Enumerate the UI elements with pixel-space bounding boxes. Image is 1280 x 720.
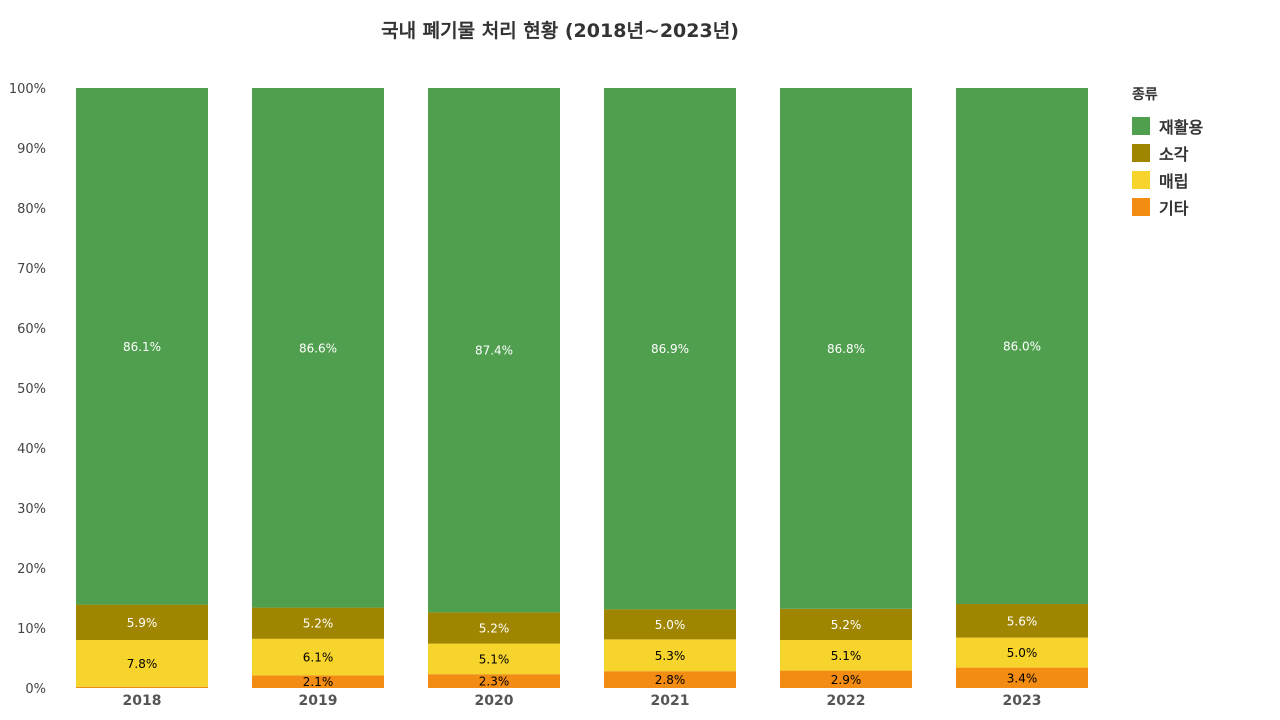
x-tick-label: 2019 bbox=[299, 693, 338, 709]
bar-segment-2020-소각 bbox=[428, 612, 560, 644]
data-label: 5.1% bbox=[831, 649, 862, 663]
y-tick-label: 100% bbox=[9, 82, 46, 97]
data-label: 86.6% bbox=[299, 341, 337, 355]
y-tick-label: 60% bbox=[17, 322, 46, 337]
y-tick-label: 10% bbox=[17, 622, 46, 637]
bar-segment-2021-재활용 bbox=[604, 88, 736, 610]
data-label: 86.1% bbox=[123, 340, 161, 354]
data-label: 86.9% bbox=[651, 342, 689, 356]
bar-segment-2022-소각 bbox=[780, 608, 912, 640]
data-label: 5.2% bbox=[831, 618, 862, 632]
data-label: 2.3% bbox=[479, 675, 510, 689]
legend-item: 소각 bbox=[1132, 139, 1203, 166]
bar-segment-2021-기타 bbox=[604, 671, 736, 688]
bar-segment-2021-매립 bbox=[604, 639, 736, 672]
y-tick-label: 70% bbox=[17, 262, 46, 277]
data-label: 5.3% bbox=[655, 649, 686, 663]
bar-segment-2020-기타 bbox=[428, 674, 560, 688]
data-label: 5.6% bbox=[1007, 614, 1038, 628]
data-label: 86.0% bbox=[1003, 340, 1041, 354]
bar-segment-2022-재활용 bbox=[780, 88, 912, 609]
y-tick-label: 80% bbox=[17, 202, 46, 217]
x-tick-label: 2021 bbox=[651, 693, 690, 709]
data-label: 5.0% bbox=[1007, 646, 1038, 660]
x-axis: 2018 2019 2020 2021 2022 2023 bbox=[123, 693, 1042, 709]
legend-swatch bbox=[1132, 197, 1150, 216]
data-label: 86.8% bbox=[827, 342, 865, 356]
legend-item: 기타 bbox=[1132, 193, 1203, 220]
data-label: 87.4% bbox=[475, 344, 513, 358]
bar-segment-2019-매립 bbox=[252, 638, 384, 676]
legend-label: 재활용 bbox=[1159, 117, 1204, 137]
bar-segment-2019-기타 bbox=[252, 675, 384, 688]
bar-segment-2023-매립 bbox=[956, 637, 1088, 668]
y-tick-label: 90% bbox=[17, 142, 46, 157]
y-axis: 0% 10% 20% 30% 40% 50% 60% 70% 80% 90% 100% bbox=[9, 82, 46, 697]
bar-segment-2018-재활용 bbox=[76, 88, 208, 605]
data-label: 5.0% bbox=[655, 618, 686, 632]
bar-segment-2021-소각 bbox=[604, 609, 736, 640]
legend-item: 재활용 bbox=[1132, 112, 1203, 139]
legend-swatch bbox=[1132, 116, 1150, 135]
data-label: 7.8% bbox=[127, 657, 158, 671]
chart-title: 국내 폐기물 처리 현황 (2018년~2023년) bbox=[381, 20, 739, 42]
data-label: 5.9% bbox=[127, 616, 158, 630]
bar-segment-2018-매립 bbox=[76, 640, 208, 687]
data-label: 5.1% bbox=[479, 652, 510, 666]
y-tick-label: 50% bbox=[17, 382, 46, 397]
legend-swatch bbox=[1132, 170, 1150, 189]
bar-segment-2020-매립 bbox=[428, 643, 560, 675]
x-tick-label: 2018 bbox=[123, 693, 162, 709]
legend-label: 소각 bbox=[1159, 144, 1189, 164]
y-tick-label: 40% bbox=[17, 442, 46, 457]
bar-segment-2023-재활용 bbox=[956, 88, 1088, 604]
legend-label: 기타 bbox=[1159, 198, 1189, 218]
y-tick-label: 20% bbox=[17, 562, 46, 577]
bar-segment-2022-기타 bbox=[780, 670, 912, 688]
bar-segment-2019-소각 bbox=[252, 607, 384, 639]
legend-label: 매립 bbox=[1159, 171, 1189, 191]
data-label: 3.4% bbox=[1007, 671, 1038, 685]
data-label: 6.1% bbox=[303, 651, 334, 665]
legend-swatch bbox=[1132, 143, 1150, 162]
data-label: 2.9% bbox=[831, 673, 862, 687]
data-label: 5.2% bbox=[303, 617, 334, 631]
legend-title: 종류 bbox=[1132, 87, 1158, 103]
x-tick-label: 2023 bbox=[1003, 693, 1042, 709]
bar-segment-2019-재활용 bbox=[252, 88, 384, 608]
x-tick-label: 2020 bbox=[475, 693, 514, 709]
y-tick-label: 0% bbox=[25, 682, 46, 697]
data-label: 2.1% bbox=[303, 675, 334, 689]
bar-segment-2018-기타 bbox=[76, 686, 208, 688]
bar-segment-2023-기타 bbox=[956, 667, 1088, 688]
data-label: 2.8% bbox=[655, 673, 686, 687]
bar-area: 7.8% 5.9% 86.1% 2.1% 6.1% 5.2% 86.6% 2.3% 5.1% 5.… bbox=[76, 88, 1088, 689]
bar-segment-2020-재활용 bbox=[428, 88, 560, 613]
legend-item: 매립 bbox=[1132, 166, 1203, 193]
bar-segment-2018-소각 bbox=[76, 604, 208, 640]
data-label: 5.2% bbox=[479, 622, 510, 636]
bar-segment-2023-소각 bbox=[956, 604, 1088, 638]
y-tick-label: 30% bbox=[17, 502, 46, 517]
bar-segment-2022-매립 bbox=[780, 640, 912, 671]
x-tick-label: 2022 bbox=[827, 693, 866, 709]
